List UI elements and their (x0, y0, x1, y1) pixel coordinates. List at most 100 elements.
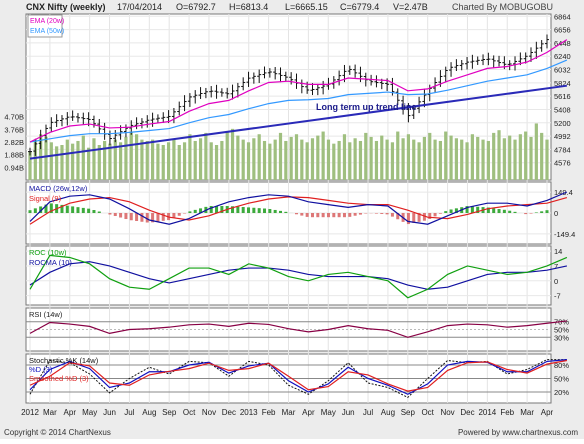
macd-histogram-bar (306, 213, 309, 217)
volume-bar (359, 141, 362, 180)
macd-histogram-bar (29, 210, 32, 213)
volume-bar (306, 142, 309, 180)
roc-tick-label: -7 (554, 292, 561, 301)
volume-tick-label: 2.82B (4, 138, 24, 147)
volume-bar (407, 134, 410, 180)
volume-bar (140, 140, 143, 180)
volume-bar (284, 141, 287, 180)
macd-histogram-bar (327, 213, 330, 217)
macd-histogram-bar (34, 208, 37, 213)
x-tick-label: Dec (460, 408, 474, 417)
macd-histogram-bar (194, 210, 197, 213)
volume-bar (471, 134, 474, 180)
price-tick-label: 5200 (554, 119, 571, 128)
macd-histogram-bar (503, 210, 506, 213)
volume-tick-label: 0.94B (4, 163, 24, 172)
volume-readout: V=2.47B (393, 0, 428, 14)
volume-bar (215, 145, 218, 180)
macd-histogram-bar (279, 211, 282, 213)
x-tick-label: Feb (262, 408, 276, 417)
macd-histogram-bar (87, 209, 90, 213)
macd-histogram-bar (130, 213, 133, 220)
macd-legend: MACD (26w,12w) (29, 184, 88, 193)
ema20-legend: EMA (20w) (30, 18, 64, 25)
macd-histogram-bar (348, 213, 351, 217)
volume-bar (268, 144, 271, 180)
volume-bar (50, 142, 53, 180)
macd-histogram-bar (407, 213, 410, 224)
macd-histogram-bar (428, 213, 431, 219)
macd-histogram-bar (108, 213, 111, 215)
volume-tick-label: 1.88B (4, 151, 24, 160)
volume-bar (172, 140, 175, 180)
volume-bar (460, 140, 463, 180)
macd-histogram-bar (391, 213, 394, 217)
volume-bar (343, 134, 346, 180)
volume-bar (220, 141, 223, 180)
macd-histogram-bar (242, 207, 245, 213)
volume-bar (439, 141, 442, 180)
volume-bar (290, 137, 293, 180)
x-tick-label: Sep (162, 408, 177, 417)
macd-histogram-bar (316, 213, 319, 217)
x-tick-label: Apr (64, 408, 77, 417)
volume-bar (476, 137, 479, 180)
macd-histogram-bar (236, 207, 239, 213)
roc-tick-label: 0 (554, 277, 558, 286)
volume-bar (44, 137, 47, 180)
volume-bar (535, 123, 538, 180)
volume-bar (423, 137, 426, 180)
volume-bar (199, 138, 202, 180)
close-readout: C=6779.4 (340, 0, 379, 14)
volume-bar (449, 136, 452, 180)
price-tick-label: 4784 (554, 145, 571, 154)
low-readout: L=6665.15 (285, 0, 328, 14)
volume-bar (370, 137, 373, 180)
macd-histogram-bar (92, 210, 95, 213)
volume-bar (540, 133, 543, 180)
volume-bar (295, 134, 298, 180)
macd-histogram-bar (156, 213, 159, 222)
macd-histogram-bar (247, 207, 250, 213)
macd-histogram-bar (524, 213, 527, 214)
macd-histogram-bar (322, 213, 325, 217)
macd-tick-label: -149.4 (554, 230, 575, 239)
volume-bar (247, 142, 250, 180)
volume-bar (274, 140, 277, 180)
volume-bar (433, 140, 436, 180)
x-tick-label: Nov (440, 408, 454, 417)
price-tick-label: 5616 (554, 92, 571, 101)
macd-tick-label: 0 (554, 209, 558, 218)
volume-bar (412, 140, 415, 180)
price-tick-label: 6656 (554, 26, 571, 35)
volume-bar (162, 145, 165, 180)
macd-histogram-bar (444, 211, 447, 213)
macd-histogram-bar (375, 213, 378, 214)
macd-histogram-bar (124, 213, 127, 219)
x-tick-label: Mar (282, 408, 296, 417)
volume-bar (60, 145, 63, 180)
volume-bar (524, 132, 527, 180)
volume-bar (492, 133, 495, 180)
volume-bar (375, 141, 378, 180)
volume-bar (167, 142, 170, 180)
macd-histogram-bar (540, 211, 543, 213)
price-tick-label: 4576 (554, 159, 571, 168)
volume-bar (327, 140, 330, 180)
volume-tick-label: 4.70B (4, 113, 24, 122)
volume-bar (242, 140, 245, 180)
volume-bar (66, 140, 69, 180)
x-tick-label: Jun (103, 408, 116, 417)
macd-histogram-bar (380, 213, 383, 214)
price-tick-label: 5408 (554, 105, 571, 114)
volume-bar (258, 134, 261, 180)
volume-bar (386, 140, 389, 180)
macd-histogram-bar (258, 208, 261, 213)
volume-bar (391, 142, 394, 180)
macd-histogram-bar (295, 213, 298, 214)
x-tick-label: Aug (142, 408, 156, 417)
macd-histogram-bar (498, 209, 501, 213)
volume-bar (76, 141, 79, 180)
macd-histogram-bar (274, 210, 277, 213)
